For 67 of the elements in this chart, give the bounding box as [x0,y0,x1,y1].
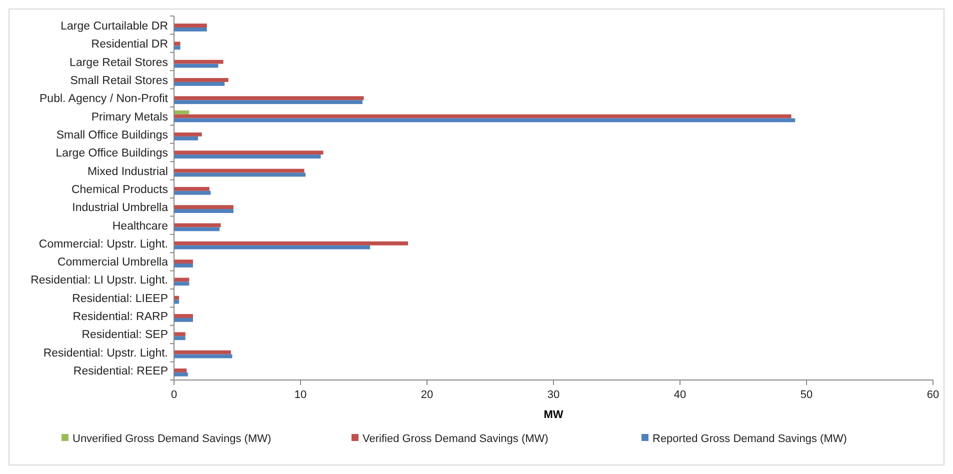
y-tick-label: Residential: RARP [72,311,168,324]
bar [174,209,234,213]
y-tick-label: Chemical Products [71,184,168,196]
bar [174,368,187,372]
y-tick-label: Commercial Umbrella [57,256,169,269]
bar [174,28,207,32]
bar [174,241,408,246]
bar [174,132,202,136]
legend-label: Verified Gross Demand Savings (MW) [362,432,548,445]
y-tick-label: Large Retail Stores [70,56,168,69]
bar [174,186,210,191]
bar [174,82,225,86]
y-tick-label: Residential: LIEEP [72,292,168,305]
bar [174,278,190,282]
y-tick-label: Residential: REEP [73,365,168,378]
legend-label: Reported Gross Demand Savings (MW) [652,432,847,445]
bar [174,150,324,155]
bar [174,100,362,104]
bar [174,190,211,195]
y-tick-label: Healthcare [112,220,168,232]
bar [174,60,224,64]
y-tick-label: Residential: Upstr. Light. [43,347,168,360]
bar [174,114,792,118]
bar [174,205,234,210]
legend-label: Unverified Gross Demand Savings (MW) [72,432,272,445]
x-tick-label: 50 [800,389,813,401]
bar [174,332,186,336]
y-tick-label: Commercial: Upstr. Light. [38,238,168,250]
x-tick-label: 0 [170,389,178,401]
bar [174,260,193,264]
bar [174,372,188,376]
x-tick-label: 30 [547,389,560,401]
y-tick-label: Mixed Industrial [87,166,168,178]
bar [174,110,190,114]
bar [174,46,180,50]
bar [174,296,180,300]
bar [174,42,180,46]
bar [174,96,364,100]
y-tick-label: Small Retail Stores [70,75,168,88]
bar [174,78,228,82]
x-tick-label: 20 [420,389,434,401]
bar [174,24,207,28]
bar [174,336,186,340]
bar [174,300,180,304]
y-tick-label: Industrial Umbrella [72,202,169,214]
y-tick-label: Large Curtailable DR [60,20,168,33]
y-tick-label: Residential: SEP [82,329,168,342]
bar [174,227,220,232]
bar [174,318,193,322]
bar [174,154,321,159]
y-tick-label: Residential: LI Upstr. Light. [30,274,168,287]
bar [174,264,193,268]
bar [174,172,306,177]
y-tick-label: Residential DR [91,38,168,51]
bar [174,314,193,318]
bar [174,136,198,140]
bar [174,282,190,286]
x-tick-label: 10 [294,389,307,401]
y-tick-label: Large Office Buildings [56,148,168,160]
x-tick-label: 40 [674,389,686,401]
x-axis-title: MW [544,409,564,421]
y-tick-label: Publ. Agency / Non-Profit [40,93,169,106]
y-tick-label: Small Office Buildings [56,129,168,142]
x-tick-label: 60 [926,389,940,401]
bar [174,350,231,354]
y-tick-label: Primary Metals [91,111,168,124]
bar [174,245,370,250]
